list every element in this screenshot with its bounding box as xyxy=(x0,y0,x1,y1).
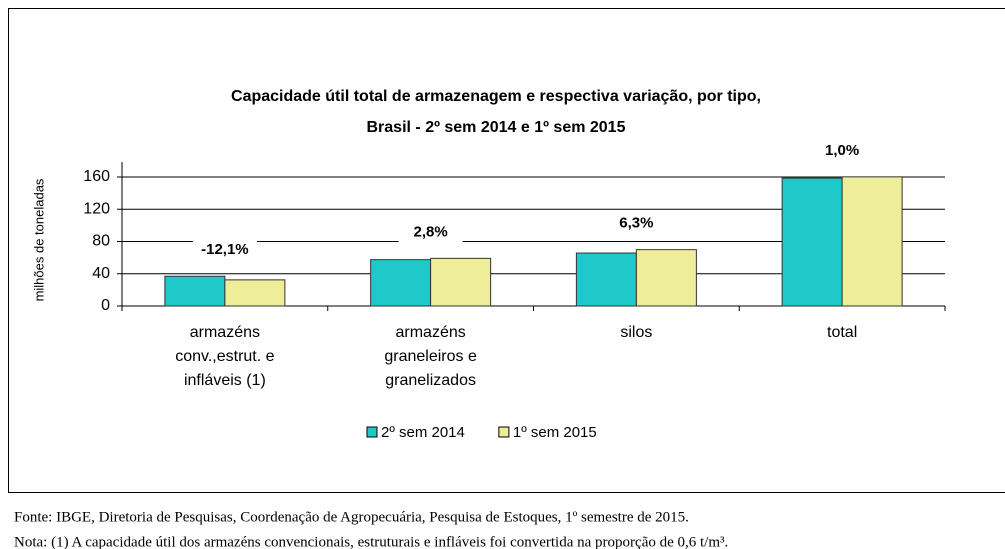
annotation-background xyxy=(398,221,463,244)
bar xyxy=(781,177,843,307)
variation-label: 6,3% xyxy=(619,215,653,232)
chart-frame xyxy=(8,8,1005,493)
legend-label: 2º sem 2014 xyxy=(381,424,465,441)
y-tick-label: 80 xyxy=(92,233,110,250)
variation-label: -12,1% xyxy=(201,241,249,258)
annotation-background xyxy=(604,212,669,235)
x-tick-label: silos xyxy=(620,324,652,341)
variation-label: 1,0% xyxy=(825,142,859,159)
legend-swatch xyxy=(366,426,378,438)
variation-label: 2,8% xyxy=(414,223,448,240)
footnote: Nota: (1) A capacidade útil dos armazéns… xyxy=(14,534,728,549)
chart-title: Capacidade útil total de armazenagem e r… xyxy=(231,88,761,136)
annotation-background xyxy=(810,139,875,162)
bar xyxy=(370,259,432,307)
y-tick-label: 120 xyxy=(83,200,110,217)
y-tick-label: 160 xyxy=(83,168,110,185)
x-tick-label: armazéns conv.,estrut. e infláveis (1) xyxy=(175,324,274,389)
annotation-background xyxy=(192,239,257,262)
bar xyxy=(164,275,226,307)
bar xyxy=(430,257,492,307)
x-tick-label: total xyxy=(827,324,857,341)
bar xyxy=(841,176,903,307)
legend-label: 1º sem 2015 xyxy=(513,424,597,441)
x-tick-label: armazéns graneleiros e granelizados xyxy=(384,324,477,389)
bar xyxy=(575,252,637,307)
bar xyxy=(224,279,286,307)
source-note: Fonte: IBGE, Diretoria de Pesquisas, Coo… xyxy=(14,509,689,525)
y-axis-label: milhões de toneladas xyxy=(31,178,46,301)
legend-swatch xyxy=(498,426,510,438)
y-tick-label: 40 xyxy=(92,265,110,282)
bar xyxy=(635,249,697,307)
y-tick-label: 0 xyxy=(101,297,110,314)
